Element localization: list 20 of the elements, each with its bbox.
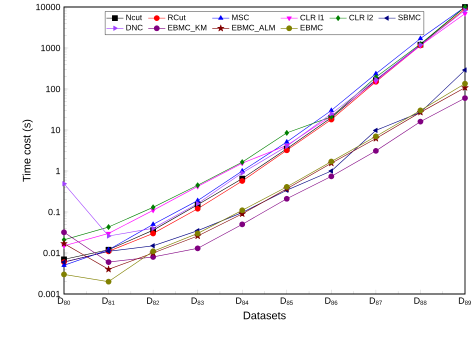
y-tick-label: 0.001	[38, 290, 60, 298]
y-tick-label: 10000	[36, 4, 60, 10]
y-tick-label: 100	[46, 86, 60, 92]
y-tick-label: 0.1	[48, 208, 60, 216]
x-tick-label: D$_{82}$	[147, 298, 160, 305]
y-tick-label: 1	[56, 168, 60, 174]
x-tick-label: D$_{80}$	[58, 298, 70, 305]
x-tick-label: D$_{84}$	[236, 298, 248, 305]
x-tick-label: D$_{85}$	[280, 298, 293, 305]
x-tick-label: D$_{83}$	[192, 298, 204, 305]
x-tick-label: D$_{87}$	[370, 298, 382, 305]
x-tick-label: D$_{89}$	[458, 298, 472, 305]
y-tick-label: 1000	[41, 44, 60, 52]
x-axis-title: Datasets	[244, 312, 286, 320]
x-tick-label: D$_{88}$	[414, 298, 426, 305]
x-tick-label: D$_{81}$	[102, 298, 115, 305]
y-axis-title: Time cost (s)	[22, 120, 33, 182]
x-tick-label: D$_{86}$	[325, 298, 338, 305]
y-tick-label: 10	[51, 126, 60, 134]
y-tick-label: 0.01	[43, 250, 60, 256]
